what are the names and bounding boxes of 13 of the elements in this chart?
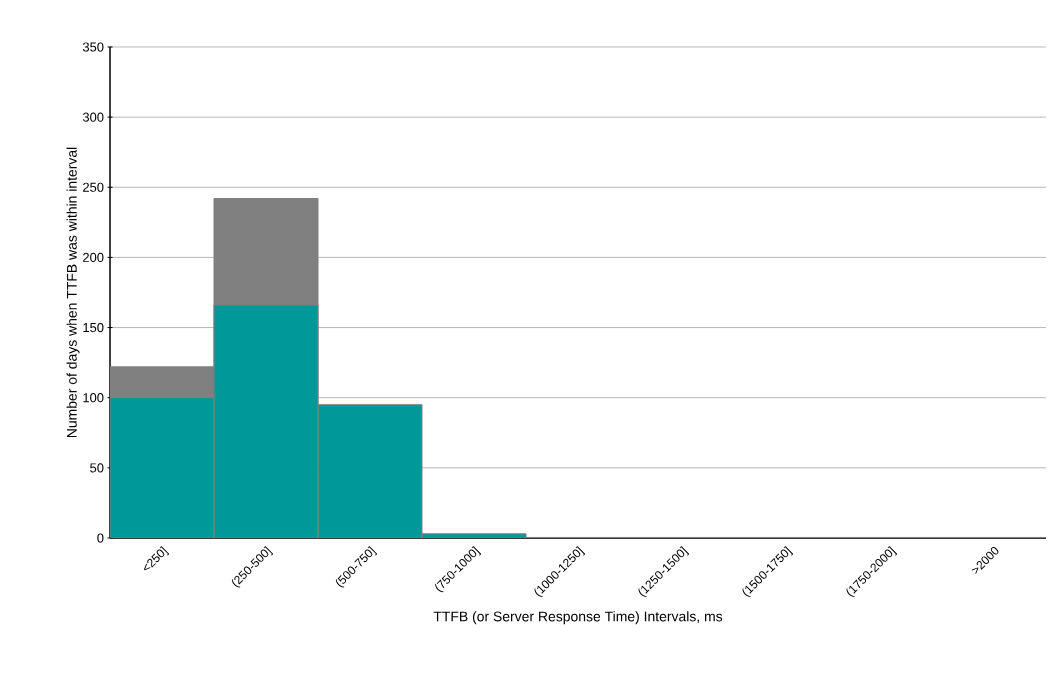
y-tick-label: 0 bbox=[97, 533, 104, 543]
bar bbox=[213, 304, 319, 538]
y-tick-label: 150 bbox=[83, 322, 104, 333]
y-tick-label: 50 bbox=[90, 463, 104, 473]
y-tick-label: 350 bbox=[82, 42, 104, 52]
y-tick-label: 250 bbox=[83, 182, 104, 192]
y-tick-label: 100 bbox=[83, 393, 104, 403]
bar bbox=[317, 404, 423, 538]
x-axis-title: TTFB (or Server Response Time) Intervals, ms bbox=[433, 611, 723, 625]
y-tick-label: 300 bbox=[82, 112, 104, 122]
y-axis-title: Number of days when TTFB was within interval bbox=[66, 147, 80, 438]
bar bbox=[110, 397, 215, 538]
y-tick-label: 200 bbox=[83, 252, 104, 262]
